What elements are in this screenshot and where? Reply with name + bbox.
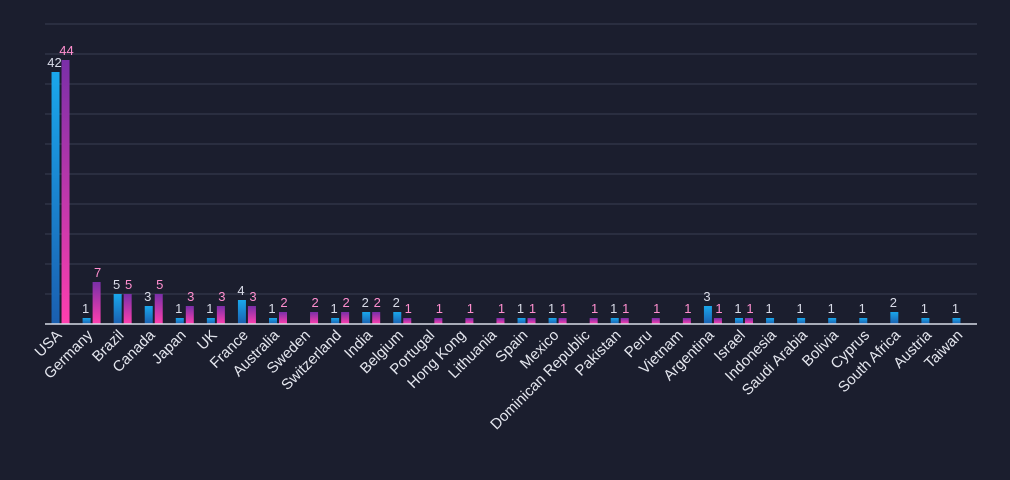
bar-series-2	[185, 306, 194, 324]
data-label: 1	[436, 301, 443, 316]
data-label: 1	[622, 301, 629, 316]
bar-series-1	[828, 318, 837, 324]
grid-lines	[45, 23, 977, 295]
bar-series-2	[496, 318, 505, 324]
bar-series-2	[247, 306, 256, 324]
data-label: 1	[952, 301, 959, 316]
data-label: 1	[610, 301, 617, 316]
data-label: 1	[684, 301, 691, 316]
data-label: 3	[218, 289, 225, 304]
data-label: 1	[560, 301, 567, 316]
data-label: 1	[859, 301, 866, 316]
data-label: 1	[517, 301, 524, 316]
bar-series-1	[766, 318, 775, 324]
bar-series-2	[341, 312, 350, 324]
bar-series-1	[921, 318, 930, 324]
data-label: 3	[249, 289, 256, 304]
bar-series-2	[682, 318, 691, 324]
bar-series-1	[890, 312, 899, 324]
bars	[51, 60, 961, 324]
data-label: 7	[94, 265, 101, 280]
data-label: 1	[268, 301, 275, 316]
bar-series-2	[527, 318, 536, 324]
data-label: 2	[393, 295, 400, 310]
bar-series-1	[610, 318, 619, 324]
data-label: 2	[374, 295, 381, 310]
data-label: 5	[125, 277, 132, 292]
data-label: 2	[890, 295, 897, 310]
data-label: 1	[734, 301, 741, 316]
bar-series-1	[175, 318, 184, 324]
data-label: 2	[280, 295, 287, 310]
data-label: 1	[529, 301, 536, 316]
data-label: 1	[921, 301, 928, 316]
bar-series-2	[92, 282, 101, 324]
data-label: 42	[47, 55, 61, 70]
data-label: 1	[405, 301, 412, 316]
bar-series-1	[859, 318, 868, 324]
bar-series-2	[279, 312, 287, 324]
data-label: 1	[765, 301, 772, 316]
bar-series-1	[113, 294, 122, 324]
bar-series-1	[952, 318, 961, 324]
data-label: 1	[175, 301, 182, 316]
data-label: 1	[653, 301, 660, 316]
bar-series-2	[372, 312, 381, 324]
bar-series-1	[797, 318, 806, 324]
bar-series-1	[703, 306, 712, 324]
data-label: 1	[828, 301, 835, 316]
bar-series-2	[61, 60, 70, 324]
data-label: 1	[591, 301, 598, 316]
data-label: 3	[144, 289, 151, 304]
data-label: 1	[82, 301, 89, 316]
bar-series-1	[269, 318, 277, 324]
data-label: 1	[797, 301, 804, 316]
bar-series-2	[620, 318, 629, 324]
data-label: 44	[59, 43, 73, 58]
data-label: 1	[715, 301, 722, 316]
data-label: 2	[362, 295, 369, 310]
bar-series-2	[403, 318, 412, 324]
data-label: 2	[311, 295, 318, 310]
bar-series-1	[735, 318, 743, 324]
bar-series-2	[434, 318, 443, 324]
bar-series-2	[558, 318, 567, 324]
bar-series-1	[82, 318, 91, 324]
bar-series-1	[51, 72, 60, 324]
bar-series-1	[393, 312, 402, 324]
data-label: 2	[343, 295, 350, 310]
bar-series-2	[216, 306, 225, 324]
bar-series-2	[123, 294, 132, 324]
data-label: 3	[187, 289, 194, 304]
bar-series-1	[548, 318, 557, 324]
bar-series-2	[651, 318, 660, 324]
bar-series-2	[745, 318, 753, 324]
data-label: 5	[113, 277, 120, 292]
data-label: 1	[498, 301, 505, 316]
data-label: 4	[237, 283, 244, 298]
data-label: 1	[548, 301, 555, 316]
data-label: 1	[746, 301, 753, 316]
data-label: 3	[703, 289, 710, 304]
bar-series-1	[517, 318, 526, 324]
bar-series-2	[713, 318, 722, 324]
bar-series-2	[589, 318, 598, 324]
bar-series-1	[237, 300, 246, 324]
data-label: 1	[206, 301, 213, 316]
bar-series-1	[206, 318, 215, 324]
bar-series-2	[465, 318, 474, 324]
bar-series-1	[331, 318, 340, 324]
data-label: 1	[467, 301, 474, 316]
bar-series-2	[154, 294, 163, 324]
data-label: 1	[331, 301, 338, 316]
data-label: 5	[156, 277, 163, 292]
bar-series-1	[362, 312, 371, 324]
bar-series-1	[144, 306, 153, 324]
bar-series-2	[310, 312, 319, 324]
x-tick-label: Japan	[149, 327, 190, 368]
